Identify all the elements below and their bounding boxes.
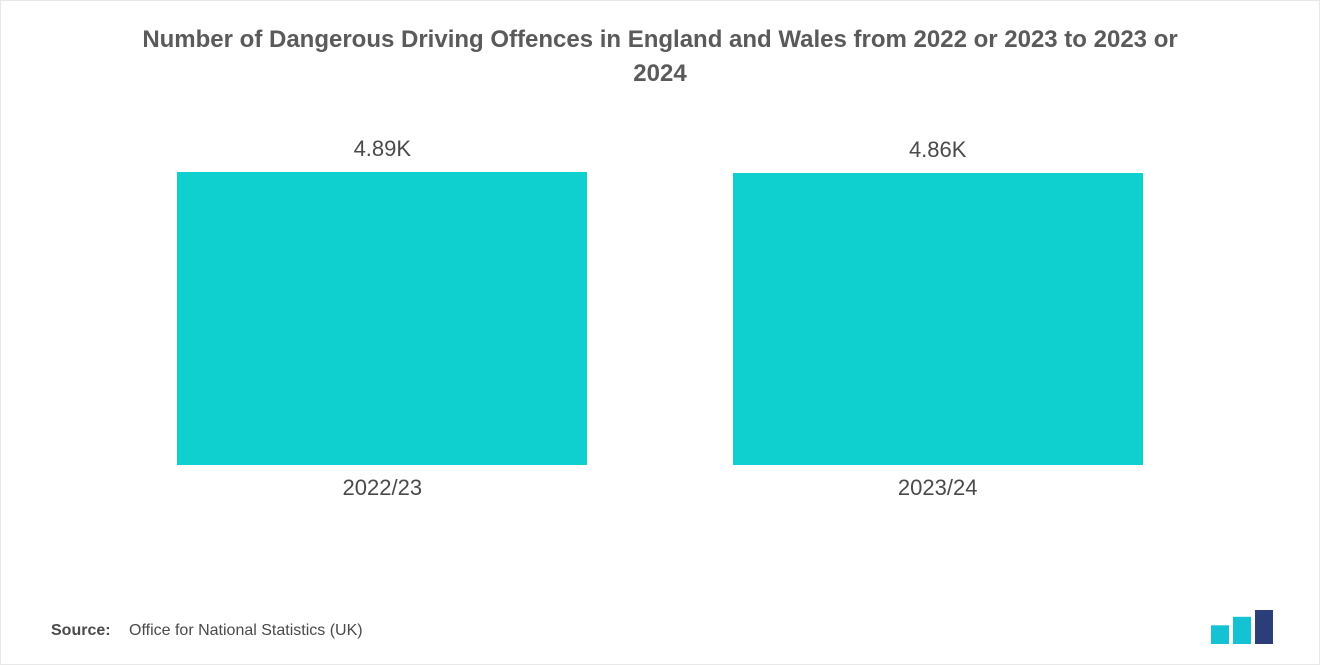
source-attribution: Source: Office for National Statistics (… (51, 622, 363, 640)
bar-value-label: 4.89K (354, 136, 412, 162)
source-text: Office for National Statistics (UK) (129, 622, 363, 639)
bar-group-1: 4.86K 2023/24 (681, 137, 1194, 501)
bar-value-label: 4.86K (909, 137, 967, 163)
source-prefix: Source: (51, 622, 111, 639)
bar-category-label: 2023/24 (898, 475, 978, 501)
bar-category-label: 2022/23 (343, 475, 423, 501)
brand-logo-icon (1211, 610, 1281, 644)
chart-title: Number of Dangerous Driving Offences in … (1, 1, 1319, 90)
bar-rect-1 (733, 173, 1143, 465)
plot-area: 4.89K 2022/23 4.86K 2023/24 (126, 161, 1194, 501)
bar-rect-0 (177, 172, 587, 465)
bar-group-0: 4.89K 2022/23 (126, 136, 639, 501)
chart-container: Number of Dangerous Driving Offences in … (0, 0, 1320, 665)
